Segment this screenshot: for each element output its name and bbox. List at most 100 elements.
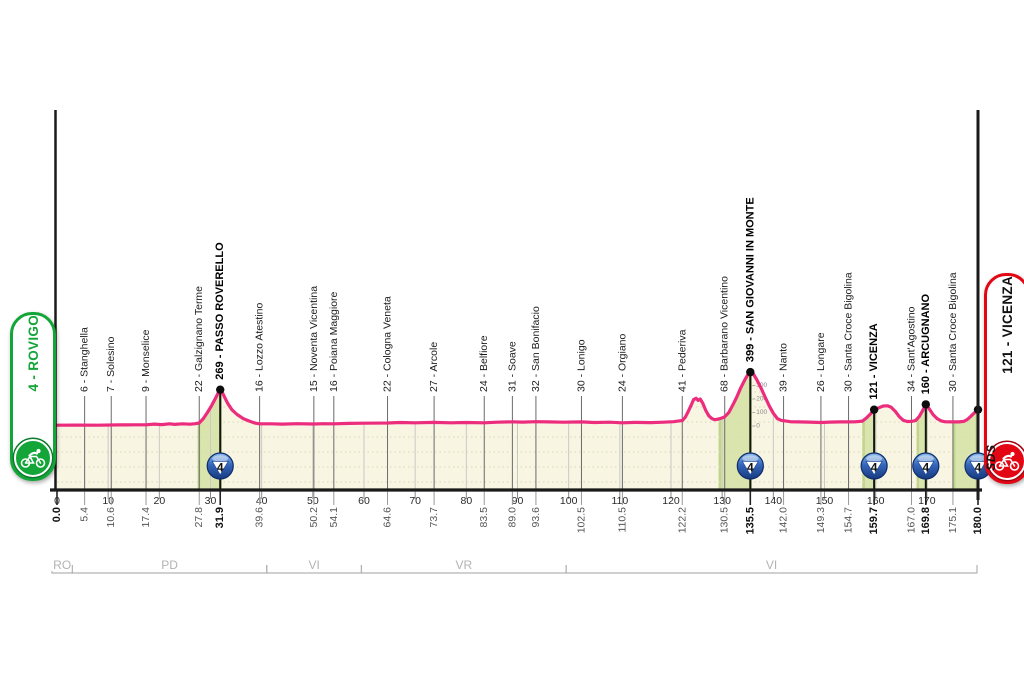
km-label: 130.5 xyxy=(719,507,731,533)
km-label: 39.6 xyxy=(254,507,266,528)
waypoint-label: 39 - Nanto xyxy=(778,343,790,392)
badge-cat-number: 4 xyxy=(747,461,754,475)
badge-triangle xyxy=(969,461,987,476)
km-label: 31.9 xyxy=(214,507,226,528)
waypoint-label: 16 - Lozzo Atestino xyxy=(254,303,266,392)
badge-gloss xyxy=(742,455,759,462)
finish-sign-label: 121 - VICENZA xyxy=(999,276,1015,374)
waypoint-label: 6 - Stanghella xyxy=(79,327,91,392)
x-tick-label: 110 xyxy=(611,495,628,507)
cat4-climb-badge: 4 xyxy=(736,452,764,480)
waypoint-label: 9 - Monselice xyxy=(140,329,152,392)
waypoint-label: 22 - Galzignano Terme xyxy=(193,286,205,392)
km-label: 54.1 xyxy=(328,507,340,528)
province-label-bg xyxy=(50,558,75,571)
x-tick-label: 170 xyxy=(918,495,936,507)
km-label: 89.0 xyxy=(506,507,518,528)
climb-peak-dot xyxy=(746,367,755,377)
waypoint-label: 24 - Orgiano xyxy=(616,333,628,392)
km-label: 180.0 xyxy=(972,507,984,535)
waypoint-label: 34 - Sant'Agostino xyxy=(905,306,917,392)
climb-peak-dot xyxy=(921,400,931,409)
waypoint-label: 41 - Pederiva xyxy=(676,329,688,392)
km-label: 110.5 xyxy=(616,507,628,533)
km-label: 167.0 xyxy=(905,507,917,533)
sds-logo: SDS xyxy=(986,444,998,471)
province-label: VI xyxy=(766,558,777,572)
cat4-climb-badge: 4 xyxy=(860,452,888,480)
waypoint-label: 30 - Lonigo xyxy=(575,339,587,392)
km-label: 175.1 xyxy=(947,507,959,533)
province-label: RO xyxy=(53,558,71,572)
km-label: 122.2 xyxy=(676,507,688,533)
km-label: 64.6 xyxy=(382,507,394,528)
km-label: 73.7 xyxy=(428,507,440,528)
cyclist-icon xyxy=(994,451,1020,471)
km-label: 154.7 xyxy=(843,507,855,533)
badge-triangle xyxy=(917,461,935,476)
km-label: 27.8 xyxy=(193,507,205,528)
badge-cat-number: 4 xyxy=(217,461,224,475)
climb-label: 399 - SAN GIOVANNI IN MONTE xyxy=(744,197,756,362)
cyclist-icon xyxy=(20,448,46,468)
waypoint-label: 24 - Belfiore xyxy=(478,335,490,392)
x-tick-label: 30 xyxy=(205,495,217,507)
climb-peak-dot xyxy=(216,385,225,394)
x-tick-label: 10 xyxy=(102,495,114,507)
elev-scale-label: 300 xyxy=(756,382,767,389)
province-label-bg xyxy=(759,558,784,571)
climb-band-edge xyxy=(952,372,956,490)
badge-gloss xyxy=(970,455,986,462)
province-bracket xyxy=(565,565,978,574)
x-tick-label: 100 xyxy=(560,495,578,507)
climb-label: 160 - ARCUGNANO xyxy=(920,294,932,395)
badge-cat-number: 4 xyxy=(922,461,929,475)
start-cyclist-badge xyxy=(14,439,52,477)
finish-sign: 121 - VICENZA xyxy=(984,273,1024,484)
x-tick-label: 130 xyxy=(713,495,731,507)
province-label: VR xyxy=(455,558,472,572)
climb-label: 121 - VICENZA xyxy=(868,323,880,399)
km-label: 149.3 xyxy=(815,507,827,533)
x-tick-label: 140 xyxy=(765,495,783,507)
climb-label: 269 - PASSO ROVERELLO xyxy=(214,242,226,380)
badge-gloss xyxy=(866,455,883,462)
x-tick-label: 90 xyxy=(512,495,524,507)
x-tick-label: 80 xyxy=(460,495,472,507)
badge-gloss xyxy=(212,455,229,462)
km-label: 159.7 xyxy=(868,507,880,535)
km-label: 102.5 xyxy=(575,507,587,533)
start-sign-label: 4 - ROVIGO xyxy=(25,315,41,392)
x-tick-label: 60 xyxy=(358,495,370,507)
waypoint-label: 26 - Longare xyxy=(815,332,827,392)
cat4-climb-badge: 4 xyxy=(206,452,234,480)
badge-triangle xyxy=(211,461,229,476)
province-label: PD xyxy=(161,558,178,572)
km-label: 0.0 xyxy=(51,507,63,522)
km-label: 93.6 xyxy=(530,507,542,528)
cat4-climb-badge: 4 xyxy=(912,452,940,480)
elev-scale-label: 0 xyxy=(756,423,760,430)
km-label: 10.6 xyxy=(105,507,117,528)
badge-triangle xyxy=(741,461,760,476)
badge-triangle xyxy=(865,461,883,476)
x-tick-label: 150 xyxy=(816,495,834,507)
km-label: 135.5 xyxy=(744,507,756,535)
km-label: 17.4 xyxy=(140,507,152,528)
x-tick-label: 160 xyxy=(867,495,885,507)
km-label: 83.5 xyxy=(478,507,490,528)
x-tick-label: 40 xyxy=(256,495,268,507)
waypoint-label: 7 - Solesino xyxy=(105,336,117,392)
climb-peak-dot xyxy=(869,405,879,414)
finish-cyclist-badge xyxy=(988,442,1024,480)
climb-band-edge xyxy=(718,372,722,490)
profile-line xyxy=(55,370,980,427)
x-tick-label: 50 xyxy=(307,495,319,507)
waypoint-label: 32 - San Bonifacio xyxy=(530,306,542,392)
km-label: 142.0 xyxy=(778,507,790,533)
province-label-bg xyxy=(157,558,182,571)
start-sign: 4 - ROVIGO xyxy=(10,312,56,481)
province-label-bg xyxy=(451,558,476,571)
